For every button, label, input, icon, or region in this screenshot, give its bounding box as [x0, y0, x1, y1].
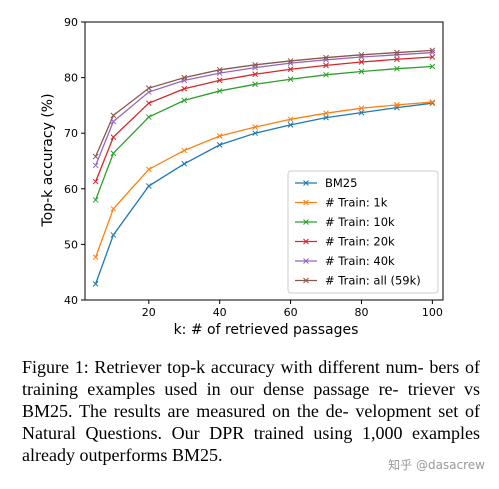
data-point-marker: [323, 114, 329, 121]
data-point-marker: [181, 97, 188, 104]
legend-label: # Train: 1k: [325, 196, 388, 210]
legend-box: [287, 170, 439, 294]
data-point-marker: [358, 105, 365, 112]
data-point-marker: [110, 134, 117, 140]
x-tick-label: 100: [422, 306, 443, 319]
y-tick-label: 50: [64, 238, 78, 251]
data-point-marker: [252, 124, 258, 130]
data-point-marker: [110, 150, 117, 157]
x-tick-label: 60: [284, 306, 298, 319]
data-point-marker: [145, 183, 152, 189]
legend-swatch-marker: [303, 277, 309, 284]
data-point-marker: [252, 71, 258, 78]
data-point-marker: [252, 81, 258, 88]
data-point-marker: [394, 49, 400, 56]
data-point-marker: [216, 66, 223, 73]
data-point-marker: [145, 85, 152, 92]
data-point-marker: [287, 122, 294, 128]
legend-label: # Train: 40k: [325, 254, 395, 268]
legend-swatch-marker: [303, 238, 309, 245]
data-point-marker: [429, 47, 436, 54]
data-point-marker: [181, 85, 188, 92]
line-chart: 40 50 60 70 80 90 20 40 60 80 100 BM25 # Train: 1k # …: [40, 16, 444, 338]
data-point-marker: [323, 54, 329, 61]
data-point-marker: [92, 162, 99, 169]
y-tick-label: 60: [64, 183, 78, 196]
data-point-marker: [394, 101, 400, 108]
y-tick-label: 90: [64, 16, 78, 29]
data-point-marker: [92, 197, 99, 203]
data-point-marker: [216, 142, 223, 148]
data-point-marker: [110, 232, 117, 238]
data-point-marker: [358, 51, 365, 58]
data-point-marker: [145, 114, 152, 120]
data-point-marker: [92, 153, 99, 160]
data-point-marker: [216, 77, 223, 84]
data-point-marker: [181, 147, 188, 154]
x-tick-label: 80: [354, 306, 368, 319]
caption-line: Figure 1: Retriever top-k accuracy with …: [22, 357, 424, 377]
x-tick-label: 20: [142, 306, 156, 319]
data-point-marker: [181, 74, 188, 81]
legend-label: BM25: [325, 176, 357, 190]
data-point-marker: [252, 130, 258, 137]
figure-caption: Figure 1: Retriever top-k accuracy with …: [22, 356, 480, 466]
data-point-marker: [358, 59, 365, 65]
data-point-marker: [358, 68, 365, 75]
data-point-marker: [252, 61, 258, 68]
data-point-marker: [287, 66, 294, 73]
data-point-marker: [429, 63, 436, 70]
caption-line: bers of training examples used in our de…: [22, 357, 481, 399]
data-point-marker: [323, 62, 329, 69]
legend-swatch-marker: [303, 219, 309, 225]
data-point-marker: [92, 281, 99, 287]
data-point-marker: [92, 254, 99, 261]
data-point-marker: [92, 178, 99, 185]
x-axis-title: k: # of retrieved passages: [174, 322, 359, 338]
y-tick-label: 40: [64, 294, 78, 307]
data-point-marker: [145, 166, 152, 173]
data-point-marker: [110, 112, 117, 119]
legend-swatch-marker: [303, 180, 309, 186]
data-point-marker: [216, 133, 223, 139]
data-point-marker: [323, 110, 329, 117]
plot-frame: [84, 21, 444, 301]
legend-label: # Train: 10k: [325, 215, 395, 229]
data-point-marker: [358, 109, 365, 116]
data-point-marker: [429, 54, 436, 60]
watermark: 知乎 @dasacrew: [388, 458, 485, 472]
legend-swatch-marker: [303, 258, 309, 264]
y-tick-label: 80: [64, 72, 78, 85]
caption-line: triever vs BM25. The results are measure…: [22, 379, 481, 421]
data-point-marker: [110, 205, 117, 212]
legend-label: # Train: all (59k): [325, 274, 421, 288]
data-point-marker: [287, 116, 294, 123]
data-point-marker: [394, 65, 400, 72]
y-tick-label: 70: [64, 127, 78, 140]
caption-line: using 1,000 examples already outperforms…: [22, 423, 480, 465]
legend-swatch-marker: [303, 199, 309, 206]
legend-label: # Train: 20k: [325, 235, 395, 249]
data-point-marker: [145, 100, 152, 107]
data-point-marker: [216, 88, 223, 94]
plot-area: 40 50 60 70 80 90 20 40 60 80 100 BM25 # Train: 1k # …: [64, 16, 444, 319]
data-point-marker: [394, 56, 400, 63]
data-point-marker: [181, 160, 188, 167]
y-axis-title: Top-k accuracy (%): [40, 93, 56, 227]
x-tick-label: 40: [213, 306, 227, 319]
data-point-marker: [429, 99, 436, 105]
caption-line: velopment set of Natural Questions. Our …: [22, 401, 480, 443]
data-point-marker: [287, 58, 294, 64]
data-point-marker: [287, 76, 294, 83]
data-point-marker: [323, 71, 329, 78]
data-point-marker: [429, 100, 436, 107]
